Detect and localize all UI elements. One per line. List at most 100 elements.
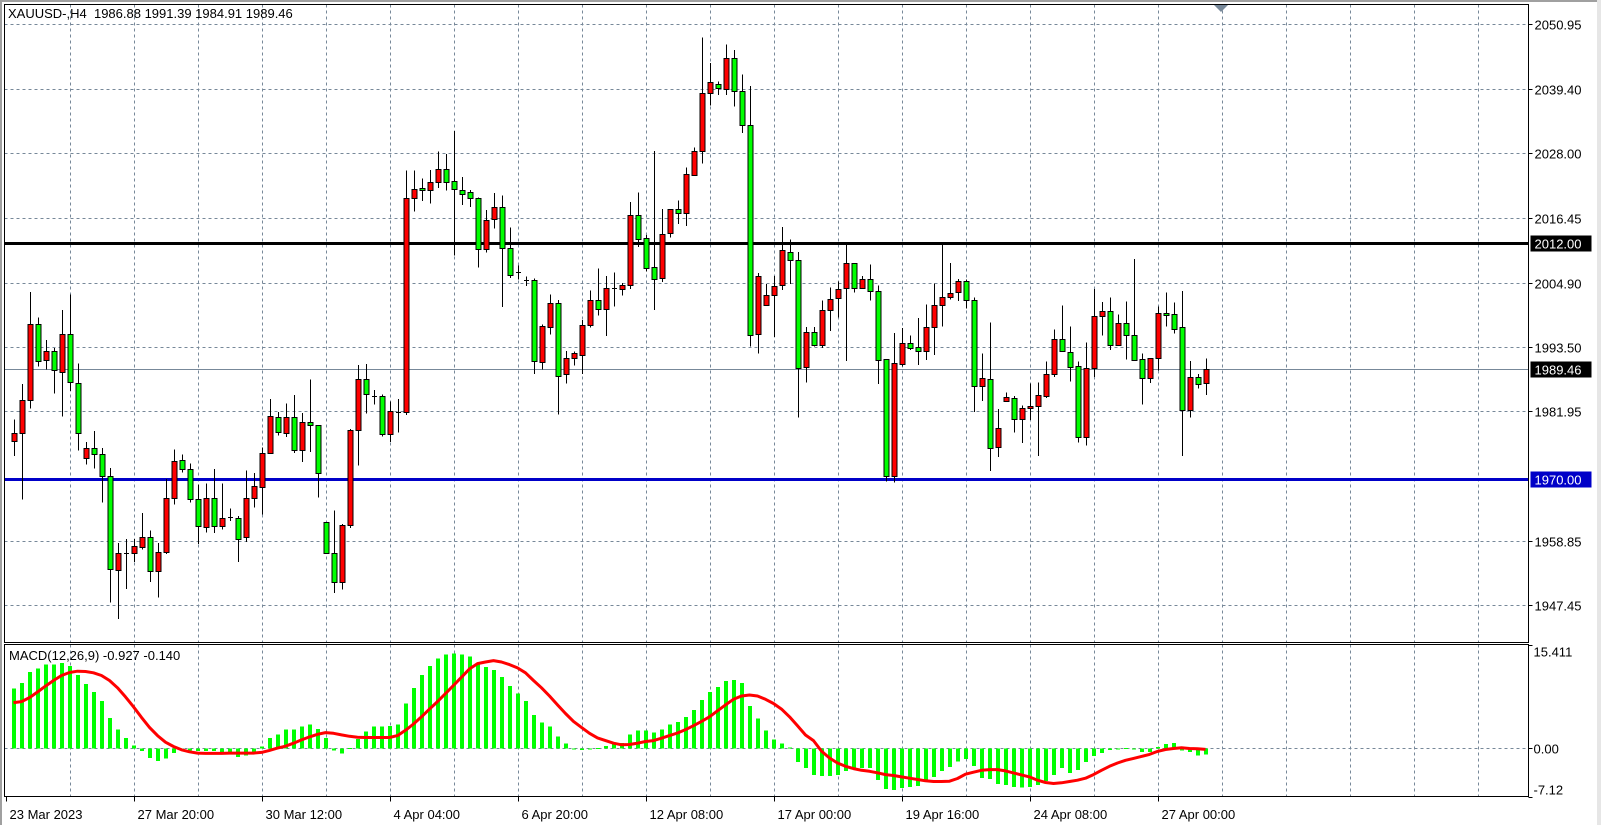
macd-histogram-bar xyxy=(692,709,696,749)
candle-bear xyxy=(51,351,58,371)
candle-bull xyxy=(339,525,346,583)
candle-bear xyxy=(555,303,562,377)
candle-bull xyxy=(387,411,394,435)
candle-bear xyxy=(1123,323,1130,336)
x-tick-label: 27 Apr 00:00 xyxy=(1162,807,1236,822)
macd-histogram-bar xyxy=(868,748,872,768)
chart-title: XAUUSD-,H4 1986.88 1991.39 1984.91 1989.… xyxy=(8,6,293,21)
macd-histogram-bar xyxy=(404,703,408,749)
candle-bull xyxy=(267,416,274,454)
candle-bear xyxy=(1179,327,1186,411)
candle-bear xyxy=(379,396,386,435)
candle-bear xyxy=(363,379,370,395)
macd-histogram-bar xyxy=(772,739,776,749)
macd-histogram-bar xyxy=(1132,748,1136,750)
macd-histogram-bar xyxy=(148,748,152,759)
macd-histogram-bar xyxy=(820,748,824,776)
candle-bull xyxy=(83,448,90,459)
macd-histogram-bar xyxy=(484,667,488,749)
candle-bear xyxy=(851,263,858,289)
candle-bull xyxy=(43,351,50,361)
macd-histogram-bar xyxy=(860,748,864,768)
candle-bear xyxy=(1075,366,1082,438)
candle-bull xyxy=(139,537,146,548)
candle-bear xyxy=(747,125,754,336)
candle-bear xyxy=(987,379,994,449)
macd-histogram-bar xyxy=(884,748,888,790)
level-label-bg xyxy=(1530,235,1592,252)
macd-histogram-bar xyxy=(444,654,448,749)
macd-histogram-bar xyxy=(468,656,472,749)
macd-histogram-bar xyxy=(196,748,200,752)
candle-bear xyxy=(331,553,338,583)
candle-bear xyxy=(635,215,642,240)
macd-histogram-bar xyxy=(60,662,64,749)
candle-bear xyxy=(907,343,914,349)
candle-bear xyxy=(811,332,818,346)
macd-histogram-bar xyxy=(628,734,632,749)
candle-bull xyxy=(403,198,410,413)
macd-histogram-bar xyxy=(980,748,984,779)
macd-histogram-bar xyxy=(1156,746,1160,749)
y-tick-label: 1958.85 xyxy=(1535,535,1582,550)
candle-bear xyxy=(307,422,314,426)
candle-bull xyxy=(547,303,554,328)
macd-histogram-bar xyxy=(588,748,592,750)
macd-histogram-bar xyxy=(1172,742,1176,749)
candle-bull xyxy=(563,358,570,375)
macd-histogram-bar xyxy=(812,748,816,775)
macd-histogram-bar xyxy=(1004,748,1008,786)
macd-y-tick-label: -7.12 xyxy=(1534,783,1564,798)
macd-histogram-bar xyxy=(108,717,112,749)
macd-histogram-bar xyxy=(988,748,992,780)
macd-histogram-bar xyxy=(796,748,800,763)
macd-histogram-bar xyxy=(516,693,520,749)
x-tick-label: 19 Apr 16:00 xyxy=(906,807,980,822)
candle-bear xyxy=(179,460,186,470)
candle-bear xyxy=(211,498,218,527)
candle-bear xyxy=(963,281,970,301)
candle-bull xyxy=(771,286,778,296)
macd-histogram-bar xyxy=(412,687,416,749)
last-price-label: 1989.46 xyxy=(1535,363,1582,378)
candle-bear xyxy=(715,84,722,89)
candle-bull xyxy=(755,276,762,335)
macd-histogram-bar xyxy=(164,748,168,759)
macd-histogram-bar xyxy=(1140,748,1144,753)
candle-bull xyxy=(667,209,674,234)
candle-bear xyxy=(451,181,458,190)
y-tick-label: 1993.50 xyxy=(1535,341,1582,356)
candle-bull xyxy=(11,433,18,442)
candle-bear xyxy=(443,169,450,183)
macd-histogram-bar xyxy=(116,729,120,749)
macd-histogram-bar xyxy=(356,738,360,749)
y-tick-label: 2016.45 xyxy=(1535,212,1582,227)
macd-label: MACD(12,26,9) -0.927 -0.140 xyxy=(9,648,180,663)
candle-bull xyxy=(163,498,170,553)
candle-bull xyxy=(683,174,690,214)
candle-bear xyxy=(739,91,746,126)
candle-bull xyxy=(947,293,954,298)
macd-histogram-bar xyxy=(940,748,944,771)
candle-bull xyxy=(587,300,594,326)
macd-histogram-bar xyxy=(1084,748,1088,763)
macd-histogram-bar xyxy=(132,745,136,749)
candle-bear xyxy=(915,347,922,352)
candle-bull xyxy=(923,327,930,352)
macd-histogram-bar xyxy=(100,700,104,749)
candle-bear xyxy=(459,190,466,195)
candle-bear xyxy=(731,58,738,92)
candle-bull xyxy=(723,58,730,90)
macd-histogram-bar xyxy=(756,718,760,749)
macd-histogram-bar xyxy=(332,748,336,751)
candle-bull xyxy=(1043,374,1050,397)
macd-histogram-bar xyxy=(452,653,456,749)
macd-histogram-bar xyxy=(612,743,616,749)
macd-histogram-bar xyxy=(636,730,640,749)
candle-bear xyxy=(883,359,890,477)
candle-bear xyxy=(467,192,474,199)
candle-bull xyxy=(27,324,34,401)
macd-histogram-bar xyxy=(420,674,424,749)
candle-bear xyxy=(91,448,98,455)
